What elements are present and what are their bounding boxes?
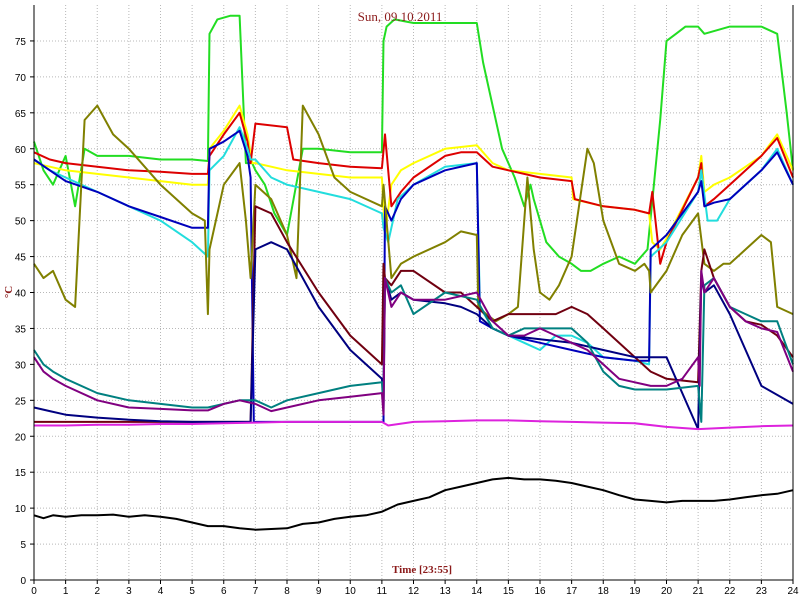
x-tick-label-22: 22 [724,586,736,597]
x-tick-label-6: 6 [221,586,227,597]
y-tick-label-1: 5 [20,540,26,551]
axes [30,5,794,584]
series-line-0 [33,14,794,272]
y-tick-label-3: 15 [15,468,27,479]
x-tick-label-5: 5 [189,586,195,597]
x-tick-label-2: 2 [94,586,100,597]
x-tick-label-14: 14 [471,586,483,597]
x-tick-label-20: 20 [661,586,673,597]
y-tick-label-10: 50 [15,217,27,228]
x-tick-label-17: 17 [566,586,578,597]
series-line-5 [33,104,794,323]
y-tick-label-0: 0 [20,576,26,587]
x-tick-label-7: 7 [253,586,259,597]
x-tick-label-10: 10 [345,586,357,597]
series-line-9 [33,269,794,416]
tick-labels: 0 1 2 3 4 5 6 7 8 9 10 11 12 13 14 15 16 17 18 19 20 21 22 23 24… [15,37,799,597]
y-tick-label-15: 75 [15,37,27,48]
series-layer [33,14,794,531]
y-tick-label-7: 35 [15,324,27,335]
y-tick-label-13: 65 [15,109,27,120]
y-axis-title: °C [3,286,15,298]
x-tick-label-0: 0 [31,586,37,597]
x-tick-label-13: 13 [440,586,452,597]
y-tick-label-4: 20 [15,432,27,443]
series-line-10 [34,419,794,431]
x-tick-label-21: 21 [693,586,705,597]
x-tick-label-19: 19 [629,586,641,597]
y-tick-label-2: 10 [15,504,27,515]
y-tick-label-8: 40 [15,289,27,300]
y-tick-label-14: 70 [15,73,27,84]
x-tick-label-24: 24 [787,586,799,597]
chart-title: Sun, 09.10.2011 [358,9,443,24]
x-axis-title: Time [23:55] [392,564,452,576]
series-line-4 [33,129,794,423]
x-tick-label-1: 1 [63,586,69,597]
x-tick-label-11: 11 [377,586,388,597]
y-tick-label-12: 60 [15,145,27,156]
x-tick-label-4: 4 [158,586,164,597]
y-tick-label-9: 45 [15,253,27,264]
x-tick-label-3: 3 [126,586,132,597]
x-tick-label-23: 23 [756,586,768,597]
x-tick-label-16: 16 [534,586,546,597]
y-tick-label-5: 25 [15,396,27,407]
x-tick-label-9: 9 [316,586,322,597]
series-line-11 [33,476,794,531]
x-tick-label-12: 12 [408,586,420,597]
y-tick-label-11: 55 [15,181,27,192]
x-tick-label-18: 18 [598,586,610,597]
y-tick-label-6: 30 [15,360,27,371]
x-tick-label-15: 15 [503,586,515,597]
x-tick-label-8: 8 [284,586,290,597]
series-line-8 [33,277,794,423]
